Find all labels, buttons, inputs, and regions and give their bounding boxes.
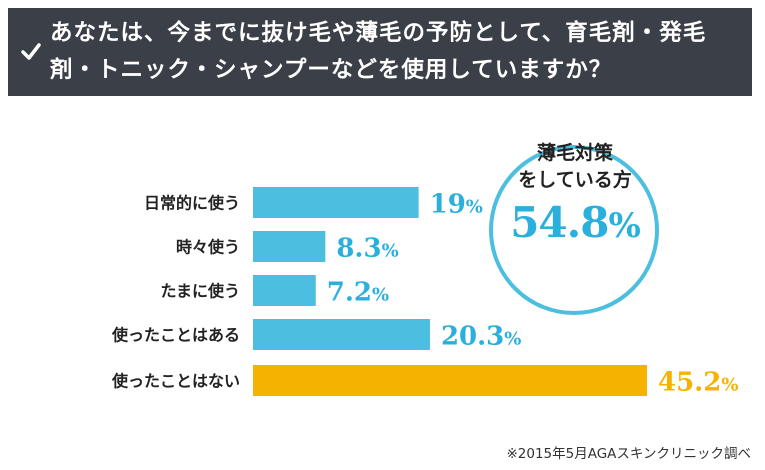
value-label: 45.2% bbox=[658, 368, 738, 398]
category-label: たまに使う bbox=[160, 282, 240, 301]
value-label: 8.3% bbox=[336, 234, 398, 264]
question-text: あなたは、今までに抜け毛や薄毛の予防として、育毛剤・発毛剤・トニック・シャンプー… bbox=[50, 20, 707, 83]
question-header: あなたは、今までに抜け毛や薄毛の予防として、育毛剤・発毛剤・トニック・シャンプー… bbox=[8, 8, 752, 96]
summary-circle bbox=[489, 145, 659, 315]
summary-value: 54.8% bbox=[495, 198, 655, 247]
category-label: 使ったことはない bbox=[111, 372, 240, 391]
source-note: ※2015年5月AGAスキンクリニック調べ bbox=[506, 446, 751, 462]
bar bbox=[253, 231, 326, 262]
value-label: 7.2% bbox=[327, 278, 389, 308]
summary-value-number: 54.8 bbox=[510, 198, 609, 247]
category-label: 使ったことはある bbox=[111, 326, 240, 345]
category-label: 日常的に使う bbox=[144, 194, 240, 213]
category-label: 時々使う bbox=[176, 238, 240, 257]
summary-value-unit: % bbox=[608, 206, 640, 246]
summary-title-line2: をしている方 bbox=[518, 169, 632, 191]
summary-callout: 薄毛対策 をしている方 54.8% bbox=[495, 140, 655, 247]
bar bbox=[253, 187, 419, 218]
bar bbox=[253, 275, 316, 306]
bar bbox=[253, 319, 430, 350]
bar bbox=[253, 365, 647, 396]
value-label: 19% bbox=[430, 190, 483, 220]
value-label: 20.3% bbox=[441, 322, 521, 352]
checkmark-icon bbox=[21, 43, 41, 60]
summary-title-line1: 薄毛対策 bbox=[536, 142, 613, 164]
